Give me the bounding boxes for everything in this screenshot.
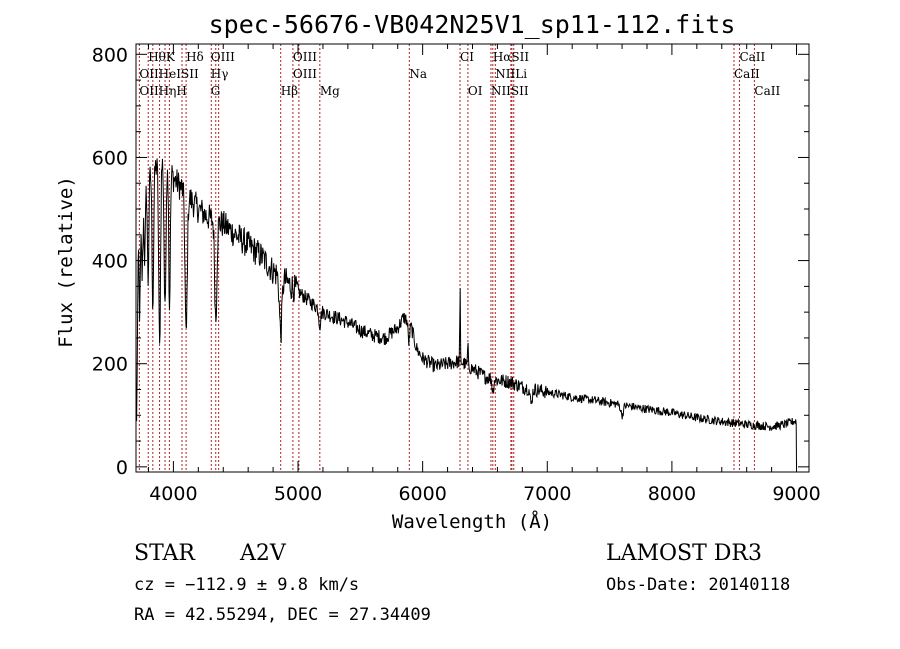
spectral-line-label: Hδ: [186, 50, 204, 64]
spectral-line-label: OI: [468, 84, 483, 98]
spectral-line-label: CaII: [739, 50, 765, 64]
spectral-line-label: G: [211, 84, 221, 98]
line-label-group: HθK Hδ OIII OIII CI HαSII CaII OIIHeISII Hγ OIII N…: [139, 50, 780, 98]
x-tick-label: 8000: [648, 483, 696, 505]
redshift-velocity: cz = −112.9 ± 9.8 km/s: [134, 575, 359, 595]
y-tick-label: 200: [92, 354, 128, 376]
spectral-line-label: OIII: [211, 50, 235, 64]
spectral-line-label: NIILi: [495, 67, 527, 81]
spectral-line-label: CaII: [734, 67, 760, 81]
survey-name: LAMOST DR3: [606, 541, 762, 566]
spectral-line-label: HαSII: [493, 50, 530, 64]
spectral-line-label: Na: [409, 67, 427, 81]
x-tick-label: 9000: [772, 483, 820, 505]
spectral-line-label: OIII: [293, 50, 317, 64]
spectral-line-label: NIISII: [491, 84, 529, 98]
plot-frame: [135, 43, 810, 473]
spectrum-line: [136, 158, 797, 467]
y-tick-label: 400: [92, 251, 128, 273]
spectral-line-label: OIIHηH: [139, 84, 186, 98]
spectral-line-label: HθK: [148, 50, 176, 64]
spectral-line-label: CI: [460, 50, 474, 64]
spectral-line-label: OIII: [293, 67, 317, 81]
chart-title: spec-56676-VB042N25V1_sp11-112.fits: [209, 10, 736, 39]
ra-dec-coordinates: RA = 42.55294, DEC = 27.34409: [134, 605, 431, 625]
spectral-line-label: Hγ: [211, 67, 229, 81]
x-tick-label: 6000: [398, 483, 446, 505]
y-tick-label: 0: [116, 457, 128, 479]
object-subclass: A2V: [239, 541, 287, 566]
y-tick-label: 600: [92, 147, 128, 169]
axis-ticks: [136, 44, 809, 472]
x-tick-label: 7000: [523, 483, 571, 505]
x-tick-label: 4000: [149, 483, 197, 505]
spectral-line-label: OIIHeISII: [139, 67, 199, 81]
spectral-line-label: Mg: [320, 84, 340, 98]
y-axis-label: Flux (relative): [55, 176, 77, 348]
line-marker-group: [138, 44, 755, 472]
spectral-line-label: CaII: [754, 84, 780, 98]
y-tick-label: 800: [92, 44, 128, 66]
x-tick-label: 5000: [274, 483, 322, 505]
axis-tick-labels: 4000 5000 6000 7000 8000 9000 0 200 400 600 800: [92, 44, 821, 505]
x-axis-label: Wavelength (Å): [392, 510, 552, 533]
observation-date: Obs-Date: 20140118: [606, 575, 790, 595]
object-class: STAR: [134, 541, 196, 566]
spectral-line-label: Hβ: [281, 84, 298, 98]
